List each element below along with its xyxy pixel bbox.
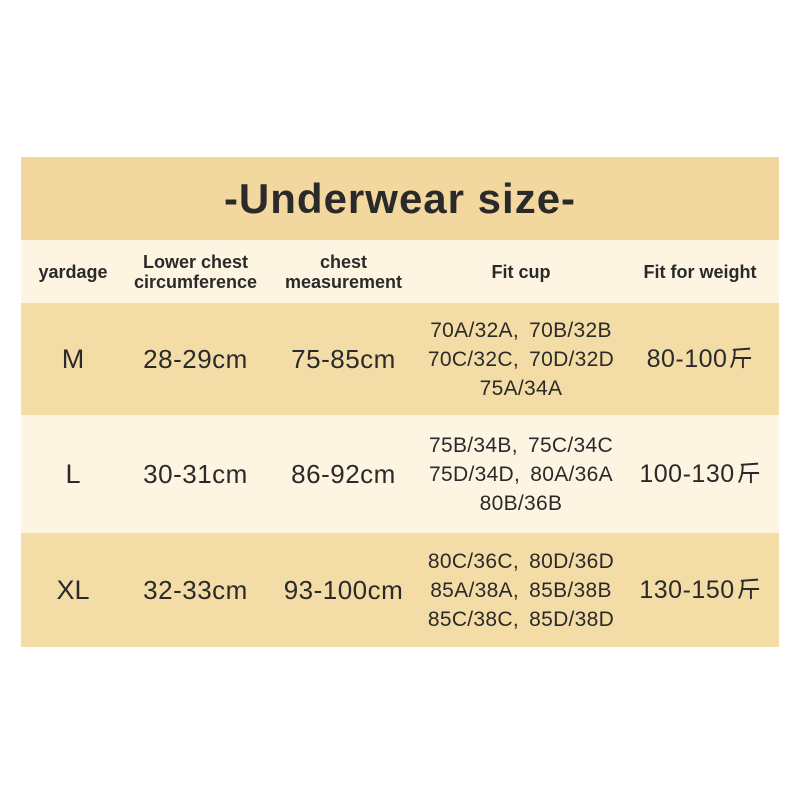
size-chart: -Underwear size- yardage Lower chest cir… [21,157,779,647]
chest-value: 93-100cm [283,574,404,605]
header-fit-for-weight: Fit for weight [643,261,757,282]
jin-unit-icon [730,347,752,368]
chart-title: -Underwear size- [223,174,577,222]
weight-value: 130-150 [621,576,779,605]
header-yardage: yardage [38,261,108,282]
chest-value: 86-92cm [291,458,396,489]
size-value: XL [56,574,90,605]
header-fit-cup: Fit cup [491,261,551,282]
weight-value: 80-100 [621,345,779,374]
header-lower-chest-circumference: Lower chest circumference [133,251,258,292]
table-row-l: L 30-31cm 86-92cm 75B/34B, 75C/34C 75D/3… [21,415,779,533]
fit-cup-value: 80C/36C, 80D/36D 85A/38A, 85B/38B 85C/38… [427,549,615,631]
weight-value: 100-130 [621,460,779,489]
fit-cup-value: 70A/32A, 70B/32B 70C/32C, 70D/32D 75A/34… [427,318,615,400]
table-header-row: yardage Lower chest circumference chest … [21,240,779,303]
lower-chest-value: 28-29cm [143,343,248,374]
lower-chest-value: 30-31cm [143,458,248,489]
lower-chest-value: 32-33cm [143,574,248,605]
table-row-m: M 28-29cm 75-85cm 70A/32A, 70B/32B 70C/3… [21,303,779,415]
chart-title-band: -Underwear size- [21,157,779,240]
table-row-xl: XL 32-33cm 93-100cm 80C/36C, 80D/36D 85A… [21,533,779,647]
chest-value: 75-85cm [291,343,396,374]
header-chest-measurement: chest measurement [284,251,403,292]
jin-unit-icon [737,578,759,599]
size-value: M [61,343,85,374]
fit-cup-value: 75B/34B, 75C/34C 75D/34D, 80A/36A 80B/36… [429,433,613,515]
size-value: L [65,458,81,489]
jin-unit-icon [737,462,759,483]
